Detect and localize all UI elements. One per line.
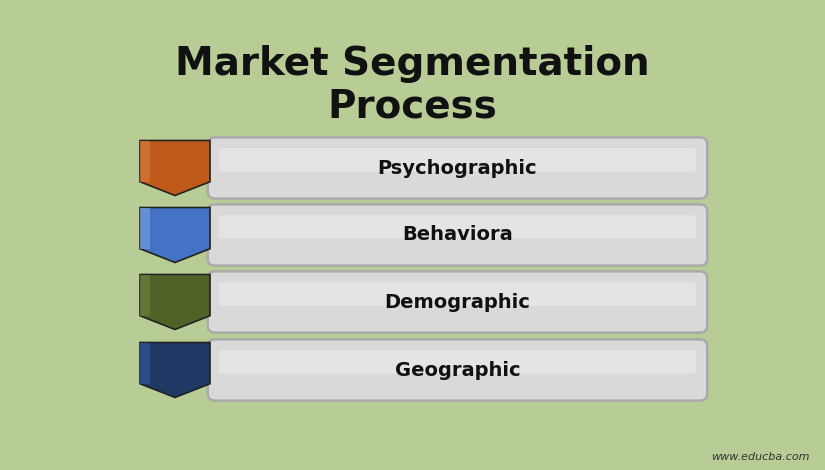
Text: Psychographic: Psychographic bbox=[378, 158, 537, 178]
Polygon shape bbox=[140, 274, 150, 316]
Polygon shape bbox=[140, 274, 210, 329]
FancyBboxPatch shape bbox=[208, 137, 707, 199]
FancyBboxPatch shape bbox=[208, 339, 707, 400]
FancyBboxPatch shape bbox=[219, 282, 696, 306]
Polygon shape bbox=[140, 207, 210, 263]
Polygon shape bbox=[140, 207, 150, 249]
FancyBboxPatch shape bbox=[208, 204, 707, 266]
Text: Behaviora: Behaviora bbox=[402, 226, 513, 244]
FancyBboxPatch shape bbox=[219, 215, 696, 239]
Polygon shape bbox=[140, 141, 210, 196]
Polygon shape bbox=[140, 141, 150, 182]
Text: Market Segmentation
Process: Market Segmentation Process bbox=[175, 45, 649, 125]
Text: Geographic: Geographic bbox=[394, 360, 521, 379]
Text: www.educba.com: www.educba.com bbox=[711, 452, 810, 462]
FancyBboxPatch shape bbox=[219, 350, 696, 374]
Polygon shape bbox=[140, 343, 150, 384]
Text: Demographic: Demographic bbox=[384, 292, 530, 312]
Polygon shape bbox=[140, 343, 210, 398]
FancyBboxPatch shape bbox=[219, 148, 696, 172]
FancyBboxPatch shape bbox=[208, 271, 707, 333]
